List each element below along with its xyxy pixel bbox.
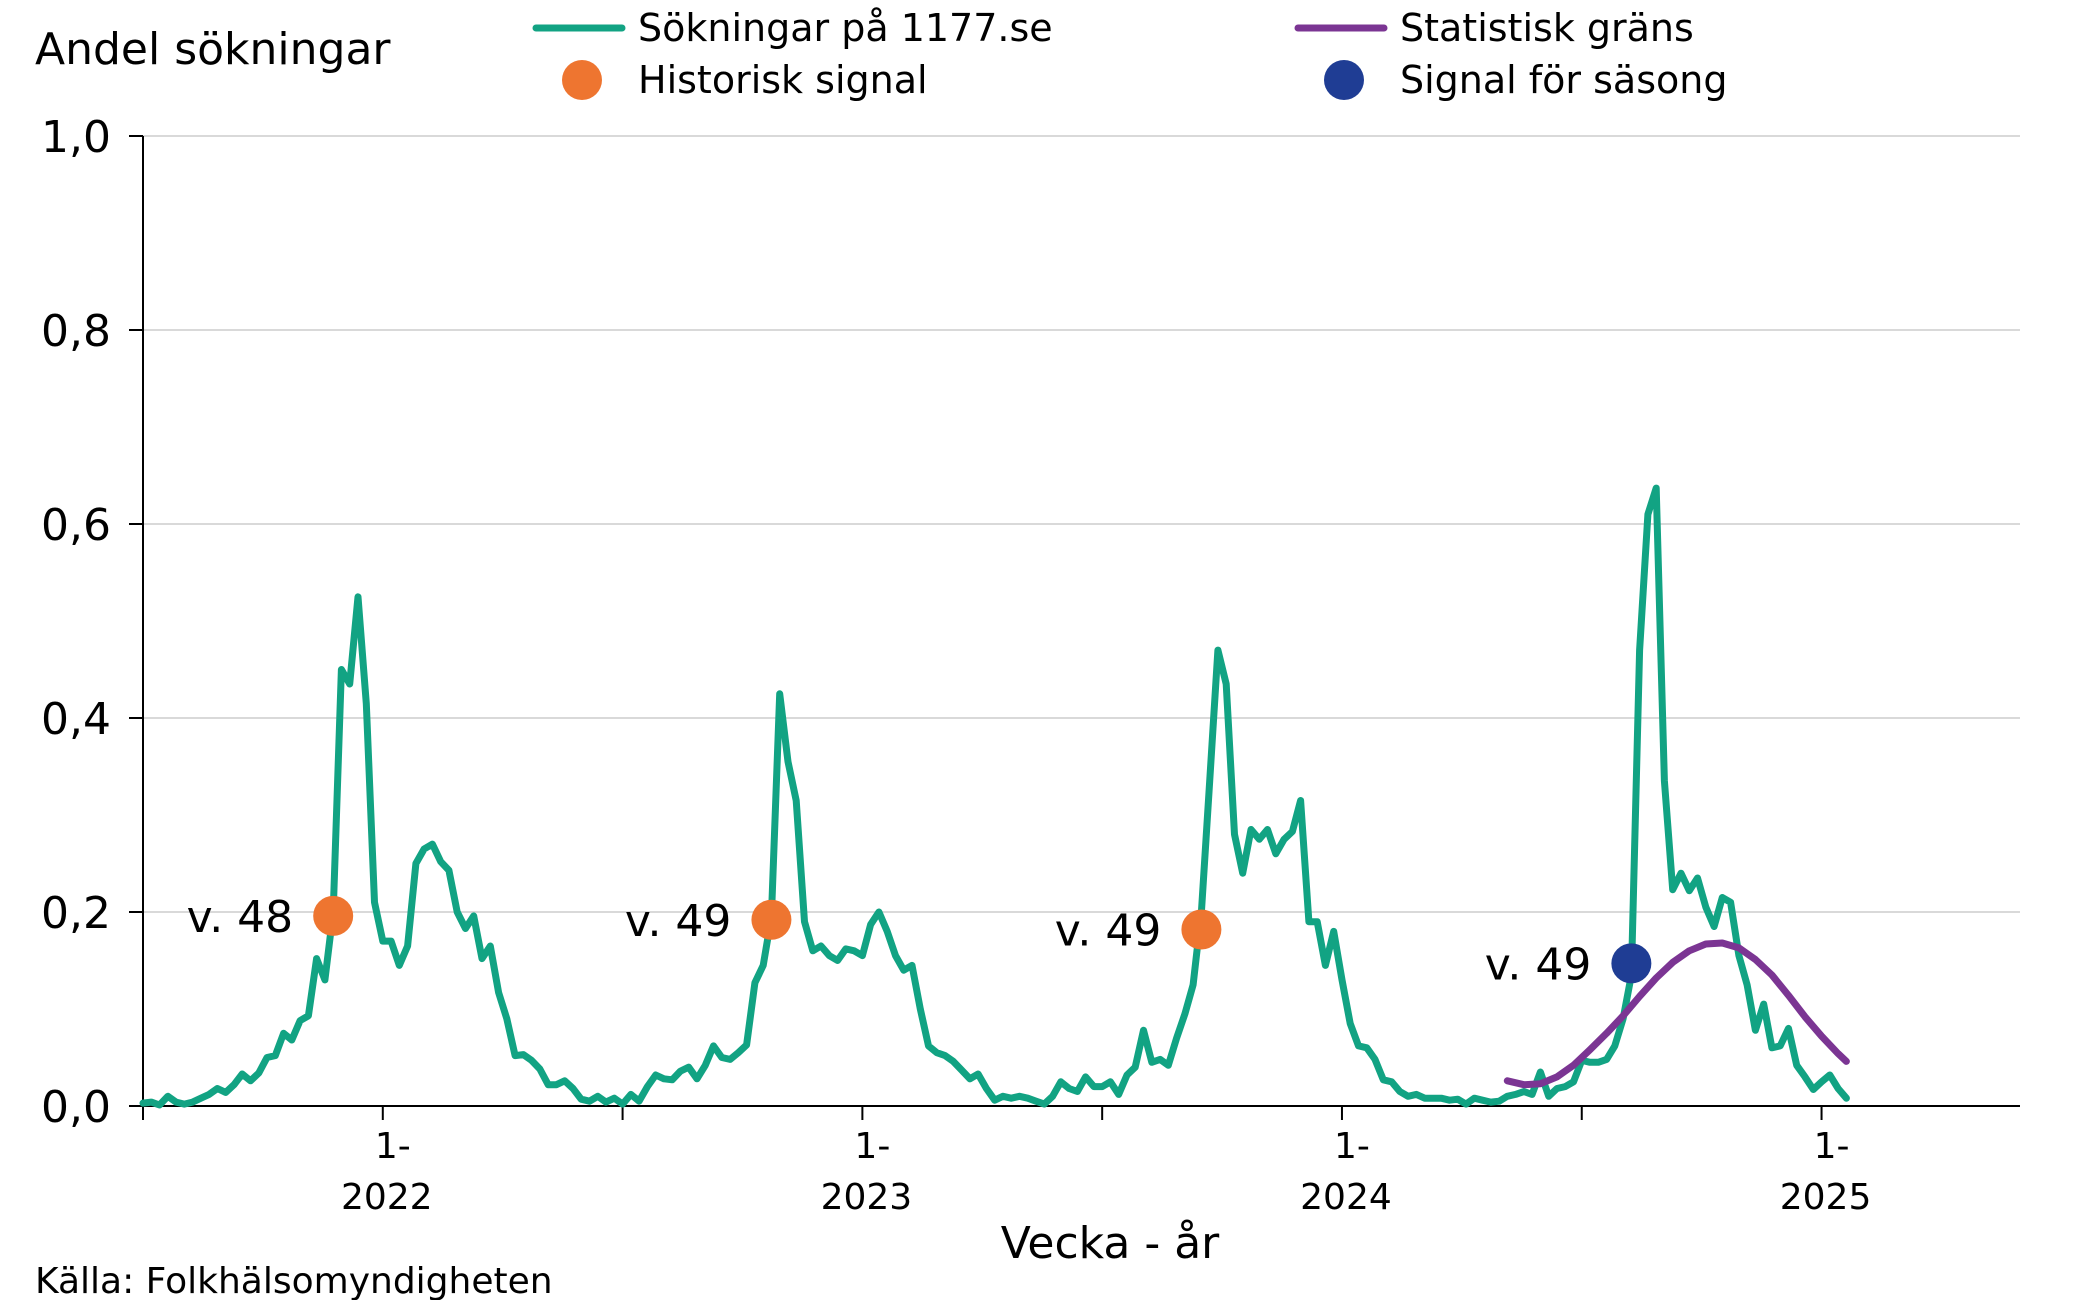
legend-marker-swatch xyxy=(1324,60,1364,100)
y-tick-label: 0,0 xyxy=(41,1082,111,1133)
source-note: Källa: Folkhälsomyndigheten xyxy=(35,1261,553,1300)
x-tick-label: 2022 xyxy=(341,1177,433,1218)
x-tick-label: 2024 xyxy=(1300,1177,1392,1218)
signal-markers: v. 48 v. 49 v. 49 v. 49 xyxy=(187,892,1652,990)
x-tick-label: 2025 xyxy=(1780,1177,1872,1218)
y-tick-label: 0,8 xyxy=(41,306,111,357)
signal-label: v. 48 xyxy=(187,892,294,943)
y-tick-label: 1,0 xyxy=(41,112,111,163)
signal-label: v. 49 xyxy=(1055,905,1162,956)
legend-label: Sökningar på 1177.se xyxy=(638,6,1053,50)
historical-signal-point xyxy=(1181,909,1222,950)
x-tick-label: 1- xyxy=(1334,1126,1370,1167)
x-axis-title: Vecka - år xyxy=(1001,1218,1220,1269)
y-tick-label: 0,4 xyxy=(41,694,111,745)
series-line xyxy=(139,484,1850,1109)
historical-signal-point xyxy=(751,899,792,940)
legend-label: Statistisk gräns xyxy=(1400,6,1694,50)
legend-marker-swatch xyxy=(562,60,602,100)
historical-signal-point xyxy=(313,895,354,936)
season-signal-point xyxy=(1611,943,1652,984)
x-tick-label: 1- xyxy=(854,1126,890,1167)
legend-label: Historisk signal xyxy=(638,58,928,102)
x-tick-label: 2023 xyxy=(821,1177,913,1218)
x-tick-label: 1- xyxy=(375,1126,411,1167)
y-tick-label: 0,6 xyxy=(41,500,111,551)
gridlines xyxy=(143,135,2020,913)
signal-label: v. 49 xyxy=(625,896,732,947)
legend: Sökningar på 1177.se Statistisk gräns Hist… xyxy=(532,6,1727,102)
axes: 0,0 0,2 0,4 0,6 0,8 1,0 1- 2022 1- 2023 1- 2024 1- 20… xyxy=(41,112,2020,1218)
signal-label: v. 49 xyxy=(1485,939,1592,990)
plot-area xyxy=(139,484,1850,1109)
x-tick-label: 1- xyxy=(1814,1126,1850,1167)
legend-label: Signal för säsong xyxy=(1400,58,1727,102)
y-tick-label: 0,2 xyxy=(41,888,111,939)
y-axis-title: Andel sökningar xyxy=(35,24,391,75)
series-line xyxy=(1503,939,1850,1089)
